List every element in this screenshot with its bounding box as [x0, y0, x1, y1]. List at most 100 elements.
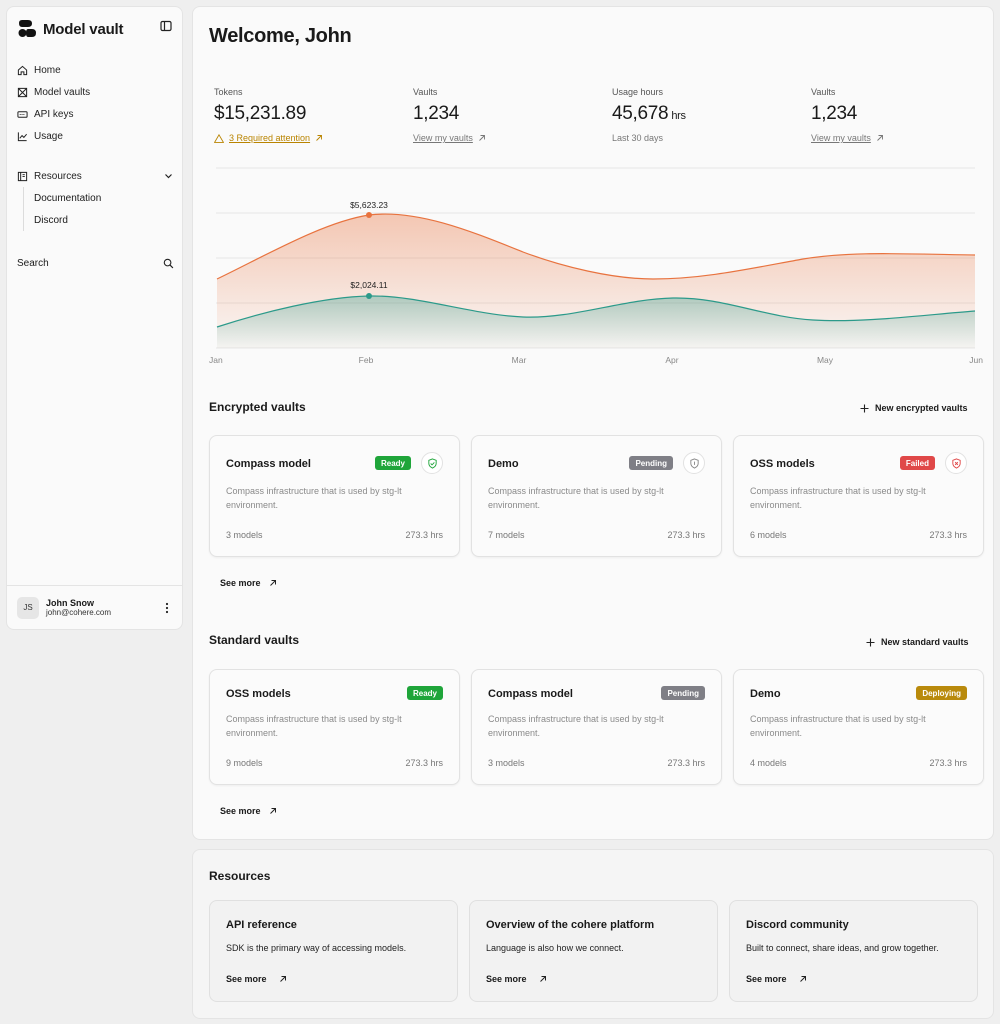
vault-card[interactable]: OSS models Failed Compass infrastructure…: [733, 435, 984, 557]
see-more-label: See more: [486, 974, 527, 984]
series-line-tokens: [216, 213, 976, 280]
resource-see-more-link[interactable]: See more: [486, 974, 547, 984]
nav-item-usage[interactable]: Usage: [17, 125, 174, 147]
nav-item-discord[interactable]: Discord: [34, 214, 68, 226]
vault-title: Demo: [488, 458, 519, 470]
shield-icon: [689, 457, 699, 469]
model-vault-logo-icon: [18, 20, 36, 37]
shield-status[interactable]: [683, 452, 705, 474]
avatar: JS: [17, 596, 39, 619]
stat-link-text: 3 Required attention: [229, 133, 311, 143]
standard-see-more-link[interactable]: See more: [220, 806, 277, 816]
data-point-usage-feb[interactable]: [366, 293, 372, 299]
view-vaults-link[interactable]: View my vaults: [413, 133, 486, 143]
arrow-up-right-icon: [269, 808, 276, 814]
stat-value: $15,231.89: [214, 103, 323, 125]
vault-description: Compass infrastructure that is used by s…: [226, 486, 402, 510]
page-title: Welcome, John: [209, 25, 352, 47]
stat-link-text: Last 30 days: [612, 133, 664, 143]
nav-item-documentation[interactable]: Documentation: [34, 192, 102, 204]
arrow-up-right-icon: [877, 135, 883, 141]
x-tick-label: Jan: [209, 355, 223, 365]
nav-item-resources[interactable]: Resources: [17, 165, 174, 187]
resource-title: Overview of the cohere platform: [486, 919, 655, 931]
nav-item-api-keys[interactable]: API keys: [17, 103, 174, 125]
nav-item-home[interactable]: Home: [17, 59, 174, 81]
x-tick-label: May: [817, 355, 834, 365]
search-label: Search: [17, 257, 49, 269]
stat-usage-hours: Usage hours 45,678 hrs Last 30 days: [612, 87, 686, 143]
vault-description: Compass infrastructure that is used by s…: [750, 714, 926, 738]
vault-model-count: 6 models: [750, 530, 787, 540]
book-icon: [17, 171, 28, 181]
sidebar-search[interactable]: Search: [17, 253, 174, 273]
vault-description: Compass infrastructure that is used by s…: [488, 714, 664, 738]
x-tick-label: Mar: [512, 355, 527, 365]
stat-value: 1,234: [811, 103, 884, 125]
more-options-icon[interactable]: [162, 602, 172, 614]
resource-card[interactable]: Discord community Built to connect, shar…: [729, 900, 978, 1002]
shield-status[interactable]: [421, 452, 443, 474]
resource-see-more-link[interactable]: See more: [226, 974, 287, 984]
vault-title: Compass model: [488, 688, 573, 700]
series-line-usage: [216, 295, 976, 328]
vault-model-count: 3 models: [488, 758, 525, 768]
vault-title: Compass model: [226, 458, 311, 470]
stat-period: Last 30 days: [612, 133, 686, 143]
stat-link-text: View my vaults: [811, 133, 871, 143]
stat-number: 45,678: [612, 103, 669, 124]
shield-status[interactable]: [945, 452, 967, 474]
brand-name: Model vault: [43, 20, 124, 38]
vault-card[interactable]: OSS models Ready Compass infrastructure …: [209, 669, 460, 785]
stat-number: 1,234: [413, 103, 460, 124]
usage-area-chart: $5,623.23 $2,024.11 Jan Feb Mar Apr May …: [209, 167, 983, 365]
view-vaults-link[interactable]: View my vaults: [811, 133, 884, 143]
data-label-usage: $2,024.11: [350, 280, 387, 290]
vault-hours: 273.3 hrs: [929, 530, 967, 540]
vault-hours: 273.3 hrs: [667, 758, 705, 768]
arrow-up-right-icon: [799, 976, 806, 982]
sidebar: Model vault Home Model vaults API keys U…: [6, 6, 183, 630]
data-point-tokens-feb[interactable]: [366, 212, 372, 218]
see-more-label: See more: [220, 578, 261, 588]
chevron-down-icon[interactable]: [163, 171, 174, 181]
arrow-up-right-icon: [479, 135, 485, 141]
vault-model-count: 7 models: [488, 530, 525, 540]
arrow-up-right-icon: [539, 976, 546, 982]
nav-item-model-vaults[interactable]: Model vaults: [17, 81, 174, 103]
resource-card[interactable]: Overview of the cohere platform Language…: [469, 900, 718, 1002]
new-standard-vaults-button[interactable]: New standard vaults: [866, 637, 969, 647]
vault-description: Compass infrastructure that is used by s…: [750, 486, 926, 510]
x-tick-label: Feb: [359, 355, 374, 365]
resource-card[interactable]: API reference SDK is the primary way of …: [209, 900, 458, 1002]
nav-label: Usage: [34, 130, 63, 142]
warning-icon: [214, 133, 224, 143]
status-badge: Deploying: [916, 686, 967, 700]
stat-value: 1,234: [413, 103, 486, 125]
user-profile[interactable]: JS John Snow john@cohere.com: [7, 585, 182, 629]
stat-value: 45,678 hrs: [612, 103, 686, 125]
brand[interactable]: Model vault: [17, 19, 124, 39]
sidebar-collapse-icon[interactable]: [160, 20, 172, 32]
resources-section: Resources API reference SDK is the prima…: [192, 849, 994, 1019]
nav-label: Resources: [34, 170, 82, 182]
stat-label: Tokens: [214, 87, 243, 97]
plus-icon: [860, 404, 869, 412]
search-icon[interactable]: [163, 258, 174, 269]
encrypted-see-more-link[interactable]: See more: [220, 578, 277, 588]
nav-label: API keys: [34, 108, 74, 120]
vault-card[interactable]: Demo Deploying Compass infrastructure th…: [733, 669, 984, 785]
see-more-label: See more: [226, 974, 267, 984]
stat-label: Vaults: [811, 87, 836, 97]
vault-title: OSS models: [226, 688, 291, 700]
see-more-label: See more: [746, 974, 787, 984]
user-name: John Snow: [46, 598, 94, 608]
vault-hours: 273.3 hrs: [929, 758, 967, 768]
vault-card[interactable]: Compass model Pending Compass infrastruc…: [471, 669, 722, 785]
vault-card[interactable]: Demo Pending Compass infrastructure that…: [471, 435, 722, 557]
vault-card[interactable]: Compass model Ready Compass infrastructu…: [209, 435, 460, 557]
resource-see-more-link[interactable]: See more: [746, 974, 807, 984]
required-attention-link[interactable]: 3 Required attention: [214, 133, 323, 143]
button-label: New encrypted vaults: [875, 403, 968, 413]
new-encrypted-vaults-button[interactable]: New encrypted vaults: [860, 403, 968, 413]
